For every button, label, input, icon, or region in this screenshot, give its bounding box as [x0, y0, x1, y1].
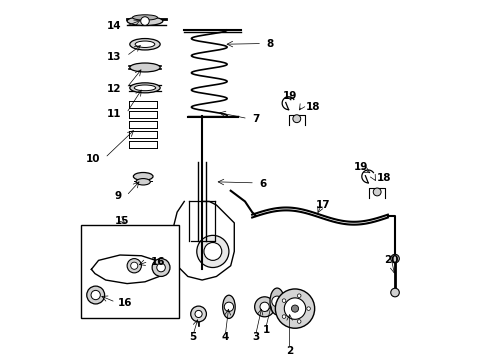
Ellipse shape [130, 63, 160, 72]
Circle shape [282, 315, 286, 318]
Ellipse shape [130, 39, 160, 50]
Text: 14: 14 [107, 21, 122, 31]
Circle shape [391, 288, 399, 297]
Circle shape [297, 294, 301, 297]
Circle shape [292, 305, 298, 312]
Ellipse shape [135, 41, 155, 48]
Circle shape [293, 115, 301, 123]
Circle shape [297, 320, 301, 323]
Text: 2: 2 [286, 346, 294, 356]
Circle shape [260, 302, 270, 311]
Text: 7: 7 [252, 114, 260, 124]
Text: 20: 20 [384, 255, 399, 265]
Circle shape [275, 289, 315, 328]
Circle shape [224, 302, 234, 311]
Text: 6: 6 [259, 179, 267, 189]
Text: 11: 11 [107, 109, 122, 119]
Text: 13: 13 [107, 52, 122, 62]
Ellipse shape [222, 295, 235, 319]
Text: 12: 12 [107, 84, 122, 94]
Circle shape [272, 296, 283, 307]
Circle shape [141, 17, 149, 25]
Text: 9: 9 [115, 191, 122, 201]
Circle shape [197, 235, 229, 267]
Ellipse shape [130, 83, 160, 93]
Text: 16: 16 [150, 257, 165, 267]
Circle shape [87, 286, 104, 304]
Text: 19: 19 [282, 91, 297, 101]
Circle shape [191, 306, 206, 322]
Text: 3: 3 [252, 332, 259, 342]
Circle shape [307, 307, 310, 310]
Circle shape [152, 258, 170, 276]
Ellipse shape [132, 15, 157, 20]
Ellipse shape [136, 179, 150, 185]
Ellipse shape [127, 17, 163, 26]
Circle shape [195, 310, 202, 318]
Circle shape [373, 188, 381, 196]
Circle shape [91, 291, 100, 300]
Circle shape [391, 254, 399, 263]
Circle shape [255, 297, 275, 317]
Text: 18: 18 [377, 173, 392, 183]
Text: 1: 1 [263, 325, 270, 335]
Ellipse shape [133, 172, 153, 180]
Bar [81, 225, 179, 318]
Text: 4: 4 [221, 332, 229, 342]
Text: 8: 8 [267, 39, 274, 49]
Text: 15: 15 [115, 216, 129, 226]
Circle shape [127, 258, 142, 273]
Circle shape [131, 262, 138, 269]
Circle shape [284, 298, 306, 319]
Circle shape [204, 243, 222, 260]
Text: 19: 19 [354, 162, 368, 172]
Circle shape [282, 299, 286, 302]
Ellipse shape [270, 288, 284, 315]
Text: 5: 5 [190, 332, 197, 342]
Text: 10: 10 [86, 154, 100, 163]
Circle shape [157, 263, 165, 272]
Text: 17: 17 [316, 200, 331, 210]
Text: 16: 16 [118, 298, 133, 308]
Text: 18: 18 [306, 102, 320, 112]
Ellipse shape [134, 85, 156, 91]
